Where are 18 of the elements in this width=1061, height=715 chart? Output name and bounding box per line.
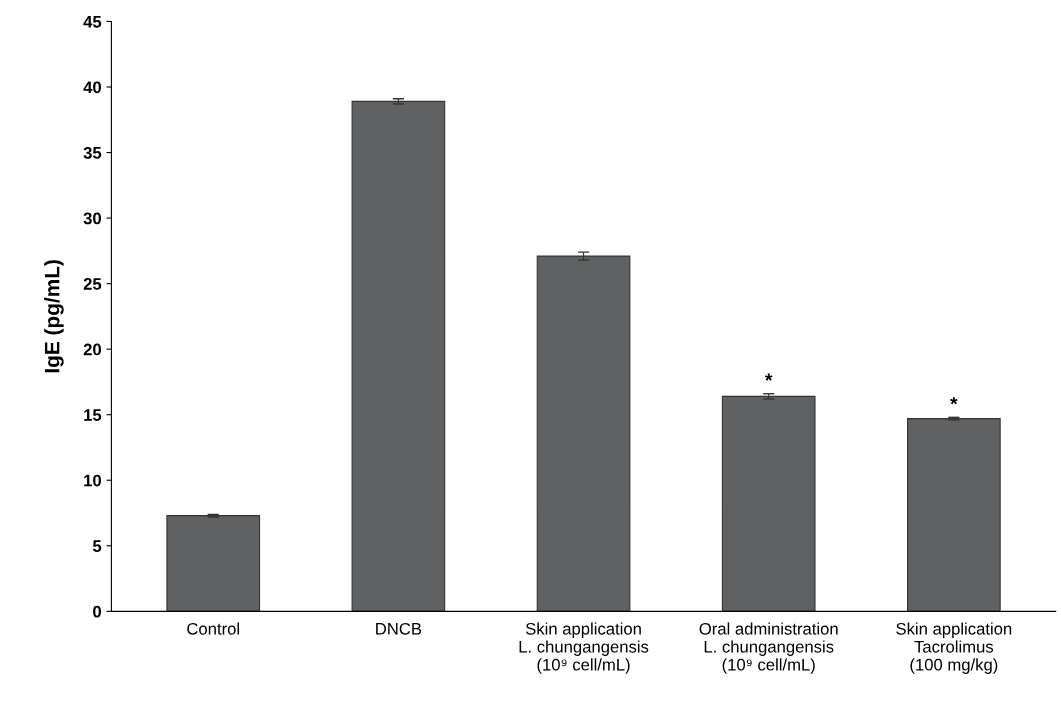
y-tick-label: 45 <box>83 16 102 28</box>
y-tick-label: 5 <box>92 540 102 552</box>
annotation: * <box>764 373 773 381</box>
y-tick-label: 15 <box>84 409 102 421</box>
x-tick-label: Control <box>187 622 239 635</box>
y-tick-label: 0 <box>93 605 101 618</box>
x-tick-label: Oral administration L. chungangensis (10⁹ cell/mL) <box>699 622 838 674</box>
x-tick-label: Skin application L. chungangensis (10⁹ cell/mL) <box>519 622 649 674</box>
y-tick-label: 10 <box>84 474 101 487</box>
y-tick-label: 25 <box>83 278 102 290</box>
y-tick-label: 35 <box>83 146 102 159</box>
y-tick-label: 20 <box>83 343 101 356</box>
y-tick-label: 40 <box>83 81 101 94</box>
x-tick-label: DNCB <box>376 622 422 635</box>
y-axis-title: IgE (pg/mL) <box>44 260 64 373</box>
x-tick-label: Skin application Tacrolimus (100 mg/kg) <box>896 622 1012 674</box>
y-tick-label: 30 <box>83 212 101 225</box>
annotation: * <box>950 397 958 405</box>
